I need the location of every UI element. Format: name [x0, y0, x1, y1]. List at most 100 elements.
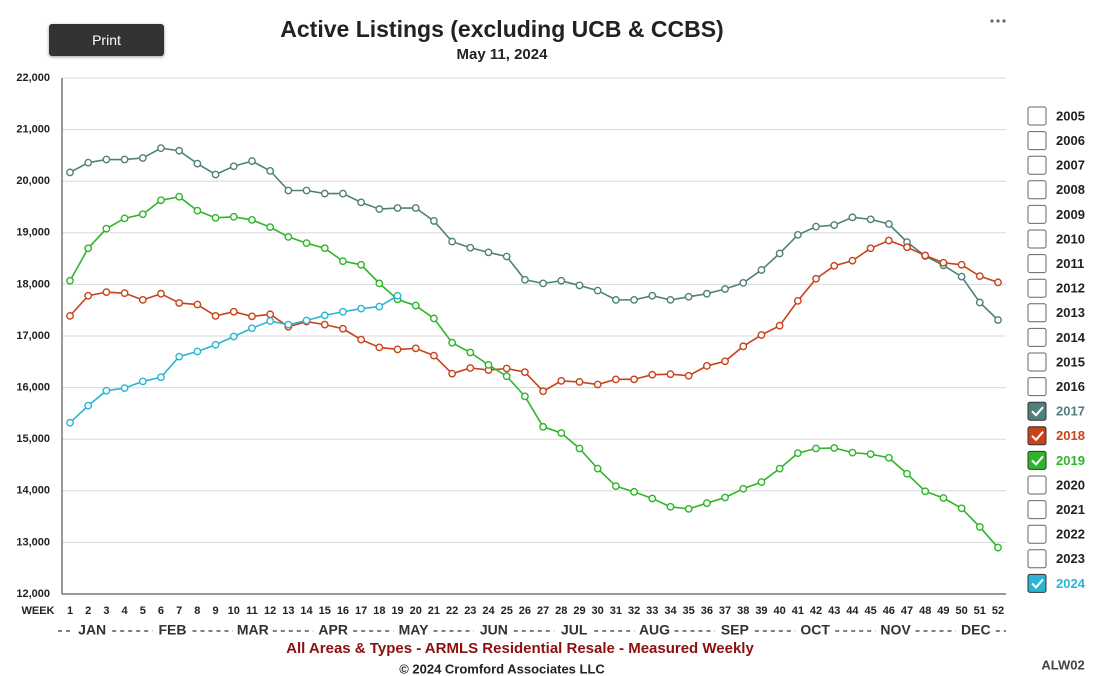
- data-point: [266, 223, 275, 232]
- legend-label: 2023: [1056, 551, 1085, 566]
- legend-item[interactable]: 2006: [1027, 131, 1085, 151]
- x-tick-label: 6: [158, 605, 164, 617]
- menu-icon[interactable]: [990, 19, 1006, 23]
- legend-checkbox: [1027, 549, 1047, 569]
- data-point: [430, 217, 438, 225]
- legend-item[interactable]: 2011: [1027, 254, 1084, 274]
- data-point: [702, 362, 711, 370]
- x-tick-label: 24: [482, 605, 495, 617]
- legend-item[interactable]: 2017: [1027, 401, 1085, 421]
- legend-item[interactable]: 2016: [1027, 377, 1085, 397]
- legend-item[interactable]: 2019: [1027, 450, 1085, 470]
- data-point: [994, 316, 1002, 324]
- month-label: FEB: [159, 622, 187, 638]
- data-point: [248, 312, 256, 321]
- data-point: [593, 380, 602, 389]
- chart-code: ALW02: [1041, 657, 1084, 672]
- data-point: [830, 221, 839, 229]
- data-point: [903, 469, 911, 478]
- data-point: [611, 375, 620, 384]
- data-point: [320, 320, 329, 329]
- data-point: [229, 162, 238, 171]
- data-point: [157, 373, 165, 382]
- legend-item[interactable]: 2023: [1027, 549, 1085, 569]
- legend-label: 2021: [1056, 502, 1085, 517]
- month-label: SEP: [721, 622, 749, 638]
- legend-item[interactable]: 2010: [1027, 229, 1085, 249]
- x-tick-label: 47: [901, 605, 913, 617]
- legend-checkbox: [1027, 377, 1047, 397]
- legend-item[interactable]: 2015: [1027, 352, 1085, 372]
- data-point: [539, 387, 547, 396]
- legend-item[interactable]: 2022: [1027, 524, 1085, 544]
- x-tick-label: 18: [373, 605, 385, 617]
- legend-item[interactable]: 2021: [1027, 500, 1085, 520]
- data-point: [593, 286, 602, 295]
- print-button[interactable]: Print: [49, 24, 164, 56]
- x-tick-label: 37: [719, 605, 731, 617]
- x-tick-label: 29: [573, 605, 585, 617]
- data-point: [284, 233, 293, 241]
- data-point: [884, 220, 893, 228]
- legend-label: 2016: [1056, 379, 1085, 394]
- data-point: [793, 449, 802, 458]
- legend-checkbox: [1027, 500, 1047, 520]
- y-tick-label: 17,000: [16, 330, 50, 342]
- data-point: [175, 192, 184, 201]
- data-point: [229, 307, 238, 316]
- legend-checkbox: [1027, 475, 1047, 495]
- month-label: AUG: [639, 622, 670, 638]
- data-point: [393, 291, 402, 300]
- legend-item[interactable]: 2024: [1027, 573, 1086, 593]
- data-point: [793, 230, 802, 239]
- data-point: [266, 317, 275, 325]
- x-tick-label: 49: [937, 605, 949, 617]
- legend-item[interactable]: 2018: [1027, 426, 1085, 446]
- data-point: [757, 331, 766, 339]
- data-point: [975, 298, 984, 307]
- x-tick-label: 41: [792, 605, 804, 617]
- data-point: [411, 301, 420, 310]
- data-point: [921, 487, 930, 496]
- data-point: [339, 307, 347, 316]
- data-point: [739, 484, 748, 493]
- data-point: [957, 504, 966, 513]
- legend-item[interactable]: 2012: [1027, 278, 1085, 298]
- y-tick-label: 13,000: [16, 536, 50, 548]
- data-point: [957, 272, 966, 281]
- data-point: [411, 344, 420, 353]
- month-label: MAR: [237, 622, 269, 638]
- data-point: [157, 289, 165, 298]
- legend-item[interactable]: 2014: [1027, 327, 1086, 347]
- x-tick-label: 19: [391, 605, 403, 617]
- x-tick-label: 15: [319, 605, 331, 617]
- y-tick-label: 12,000: [16, 588, 50, 600]
- y-tick-label: 21,000: [16, 124, 50, 136]
- data-point: [775, 249, 784, 258]
- series-line: [69, 239, 999, 393]
- legend-item[interactable]: 2020: [1027, 475, 1085, 495]
- legend-item[interactable]: 2005: [1027, 106, 1085, 126]
- data-point: [575, 281, 584, 290]
- legend-item[interactable]: 2008: [1027, 180, 1085, 200]
- data-point: [812, 274, 820, 283]
- data-point: [739, 278, 748, 287]
- legend-item[interactable]: 2007: [1027, 155, 1085, 175]
- legend-checkbox: [1027, 204, 1047, 224]
- x-tick-label: 34: [664, 605, 677, 617]
- data-point: [939, 494, 948, 502]
- month-label: JAN: [78, 622, 106, 638]
- data-point: [775, 321, 784, 330]
- data-point: [211, 170, 220, 179]
- legend-label: 2017: [1056, 404, 1085, 419]
- legend-item[interactable]: 2013: [1027, 303, 1085, 323]
- data-point: [557, 429, 566, 437]
- data-point: [120, 155, 129, 164]
- legend-item[interactable]: 2009: [1027, 204, 1085, 224]
- data-point: [102, 288, 111, 297]
- data-point: [138, 377, 147, 386]
- data-point: [666, 502, 675, 511]
- legend-checkbox: [1027, 131, 1047, 151]
- data-point: [666, 370, 675, 379]
